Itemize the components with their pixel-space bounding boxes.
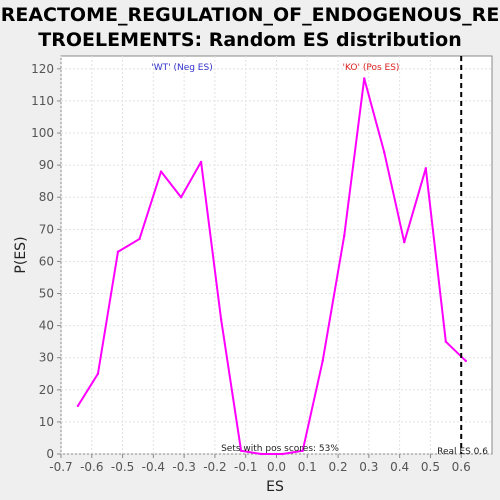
y-tick-label: 0: [46, 447, 54, 461]
y-tick-label: 30: [39, 351, 54, 365]
data-point: [301, 449, 304, 452]
y-tick-label: 120: [31, 62, 54, 76]
data-point: [363, 77, 366, 80]
data-point: [259, 452, 263, 456]
data-point: [76, 404, 80, 408]
data-point: [464, 359, 468, 363]
x-tick-label: -0.1: [234, 460, 257, 474]
data-point: [281, 452, 284, 456]
data-point: [343, 234, 346, 237]
x-tick-label: 0.0: [267, 460, 286, 474]
x-tick-label: -0.7: [49, 460, 72, 474]
data-point: [239, 449, 243, 452]
data-point: [219, 317, 223, 321]
y-axis-ticks: 0 10 20 30 40 50 60 70 80 90 100 110 120: [31, 62, 61, 461]
y-tick-label: 100: [31, 126, 54, 140]
chart-title-line-2: TROELEMENTS: Random ES distribution: [38, 29, 461, 51]
chart-title-line-1: REACTOME_REGULATION_OF_ENDOGENOUS_RE: [1, 4, 500, 26]
x-tick-label: 0.6: [452, 460, 471, 474]
data-point: [179, 196, 183, 199]
y-tick-label: 80: [39, 190, 54, 204]
x-tick-label: 0.4: [390, 460, 409, 474]
data-point: [199, 160, 203, 164]
y-tick-label: 90: [39, 158, 54, 172]
y-tick-label: 110: [31, 94, 54, 108]
data-point: [444, 340, 448, 343]
plot-area: [60, 55, 493, 455]
data-point: [116, 250, 120, 253]
series-points: [76, 77, 468, 456]
x-tick-label: -0.6: [80, 460, 103, 474]
x-tick-label: 0.3: [359, 460, 378, 474]
y-tick-label: 20: [39, 383, 54, 397]
y-tick-label: 40: [39, 319, 54, 333]
neg-group-label: 'WT' (Neg ES): [151, 63, 212, 73]
x-tick-label: -0.5: [111, 460, 134, 474]
data-point: [403, 240, 406, 244]
pos-scores-note: Sets with pos scores: 53%: [221, 444, 339, 454]
y-tick-label: 50: [39, 287, 54, 301]
x-axis-ticks: -0.7 -0.6 -0.5 -0.4 -0.3 -0.2 -0.1 0.0 0.1 0.2 0.3…: [49, 454, 471, 474]
data-point: [159, 170, 163, 173]
data-point: [383, 151, 386, 154]
real-es-label: Real ES 0.6: [437, 447, 488, 457]
y-tick-label: 60: [39, 254, 54, 268]
data-point: [321, 359, 324, 363]
x-tick-label: -0.4: [142, 460, 165, 474]
data-point: [138, 237, 141, 241]
x-tick-label: -0.3: [172, 460, 195, 474]
data-point: [424, 167, 428, 170]
data-point: [96, 372, 100, 375]
y-tick-label: 70: [39, 222, 54, 236]
x-tick-label: 0.1: [298, 460, 317, 474]
pos-group-label: 'KO' (Pos ES): [343, 63, 400, 73]
x-tick-label: 0.2: [329, 460, 348, 474]
series-line: [77, 77, 467, 455]
x-tick-label: 0.5: [421, 460, 440, 474]
y-axis-label: P(ES): [13, 236, 29, 273]
y-tick-label: 10: [39, 415, 54, 429]
x-axis-label: ES: [266, 479, 284, 495]
x-tick-label: -0.2: [203, 460, 226, 474]
